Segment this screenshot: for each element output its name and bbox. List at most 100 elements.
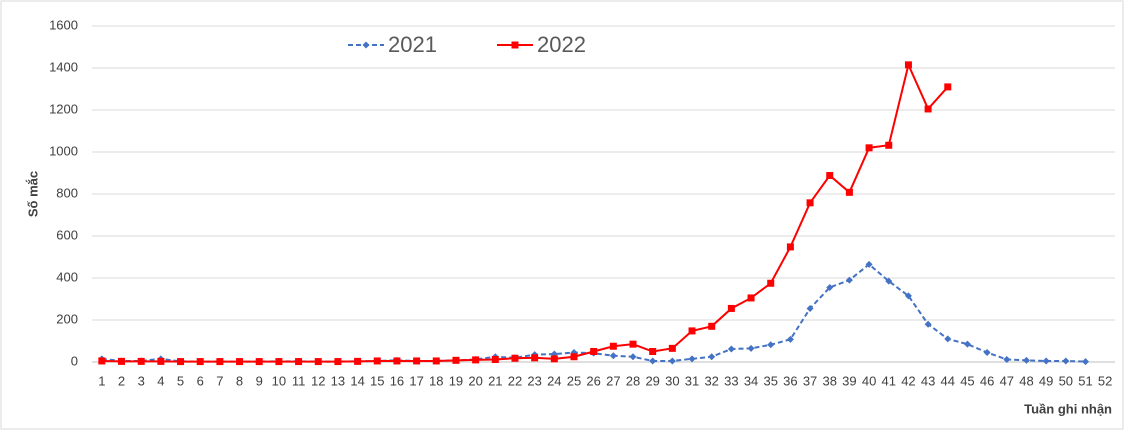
x-tick-label: 32 bbox=[704, 373, 718, 388]
data-point bbox=[275, 358, 283, 366]
x-axis-label: Tuần ghi nhận bbox=[1024, 401, 1112, 416]
x-tick-label: 49 bbox=[1039, 373, 1053, 388]
data-point bbox=[649, 348, 657, 355]
data-point bbox=[1081, 358, 1089, 366]
x-tick-label: 1 bbox=[98, 373, 105, 388]
x-tick-label: 44 bbox=[941, 373, 955, 388]
y-tick-label: 1000 bbox=[49, 143, 78, 158]
data-point bbox=[196, 358, 204, 366]
data-point bbox=[983, 349, 991, 357]
x-tick-label: 33 bbox=[724, 373, 738, 388]
data-point bbox=[904, 292, 912, 300]
data-point bbox=[708, 322, 716, 330]
data-point bbox=[491, 355, 499, 363]
x-tick-label: 31 bbox=[685, 373, 699, 388]
x-tick-label: 7 bbox=[216, 373, 223, 388]
data-point bbox=[786, 243, 794, 251]
x-tick-label: 21 bbox=[488, 373, 502, 388]
data-point bbox=[413, 357, 421, 365]
x-tick-label: 14 bbox=[350, 373, 364, 388]
data-point bbox=[629, 340, 637, 348]
x-tick-label: 35 bbox=[763, 373, 777, 388]
data-point bbox=[393, 357, 401, 365]
data-point bbox=[963, 340, 971, 348]
x-tick-label: 25 bbox=[567, 373, 581, 388]
data-point bbox=[668, 357, 676, 365]
data-point bbox=[924, 105, 932, 113]
data-point bbox=[904, 61, 912, 69]
x-tick-label: 38 bbox=[823, 373, 837, 388]
x-tick-label: 30 bbox=[665, 373, 679, 388]
y-tick-label: 1200 bbox=[49, 101, 78, 116]
data-point bbox=[845, 276, 853, 284]
data-point bbox=[885, 277, 893, 285]
legend-marker bbox=[511, 41, 519, 49]
data-point bbox=[373, 357, 381, 365]
x-tick-label: 34 bbox=[744, 373, 758, 388]
x-tick-label: 18 bbox=[429, 373, 443, 388]
x-tick-label: 15 bbox=[370, 373, 384, 388]
x-tick-label: 42 bbox=[901, 373, 915, 388]
data-point bbox=[1022, 356, 1030, 364]
x-tick-label: 27 bbox=[606, 373, 620, 388]
data-point bbox=[944, 83, 952, 91]
data-point bbox=[531, 354, 539, 362]
x-tick-label: 52 bbox=[1098, 373, 1112, 388]
data-point bbox=[668, 344, 676, 352]
data-point bbox=[1003, 355, 1011, 363]
data-point bbox=[786, 335, 794, 343]
data-point bbox=[688, 327, 696, 335]
data-point bbox=[865, 144, 873, 152]
data-point bbox=[609, 342, 617, 350]
legend-label: 2022 bbox=[537, 32, 586, 57]
x-tick-label: 46 bbox=[980, 373, 994, 388]
data-point bbox=[255, 358, 263, 366]
x-tick-label: 37 bbox=[803, 373, 817, 388]
x-tick-label: 40 bbox=[862, 373, 876, 388]
data-point bbox=[747, 294, 755, 302]
data-point bbox=[1062, 357, 1070, 365]
data-point bbox=[649, 357, 657, 365]
data-point bbox=[826, 172, 834, 180]
y-tick-label: 1600 bbox=[49, 17, 78, 32]
data-point bbox=[767, 279, 775, 287]
data-point bbox=[432, 357, 440, 365]
data-point bbox=[295, 358, 303, 366]
data-point bbox=[865, 260, 873, 268]
x-tick-label: 13 bbox=[331, 373, 345, 388]
data-point bbox=[708, 353, 716, 361]
x-tick-label: 22 bbox=[508, 373, 522, 388]
x-tick-label: 50 bbox=[1059, 373, 1073, 388]
y-tick-label: 400 bbox=[56, 269, 78, 284]
data-point bbox=[845, 188, 853, 196]
x-tick-label: 6 bbox=[197, 373, 204, 388]
data-point bbox=[354, 357, 362, 365]
data-point bbox=[727, 304, 735, 312]
x-tick-label: 43 bbox=[921, 373, 935, 388]
data-point bbox=[688, 355, 696, 363]
data-point bbox=[236, 358, 244, 366]
data-point bbox=[118, 357, 126, 365]
x-tick-label: 5 bbox=[177, 373, 184, 388]
x-tick-label: 8 bbox=[236, 373, 243, 388]
x-tick-label: 36 bbox=[783, 373, 797, 388]
x-tick-label: 11 bbox=[292, 373, 306, 388]
data-point bbox=[747, 344, 755, 352]
data-point bbox=[806, 304, 814, 312]
data-point bbox=[157, 357, 165, 365]
x-tick-label: 10 bbox=[272, 373, 286, 388]
x-tick-label: 29 bbox=[645, 373, 659, 388]
x-tick-label: 16 bbox=[390, 373, 404, 388]
x-tick-label: 26 bbox=[586, 373, 600, 388]
data-point bbox=[944, 335, 952, 343]
x-tick-label: 28 bbox=[626, 373, 640, 388]
x-tick-label: 19 bbox=[449, 373, 463, 388]
data-point bbox=[550, 355, 558, 363]
legend-marker bbox=[362, 41, 370, 49]
data-point bbox=[806, 199, 814, 207]
data-point bbox=[314, 358, 322, 366]
data-point bbox=[1042, 357, 1050, 365]
legend-label: 2021 bbox=[388, 32, 437, 57]
